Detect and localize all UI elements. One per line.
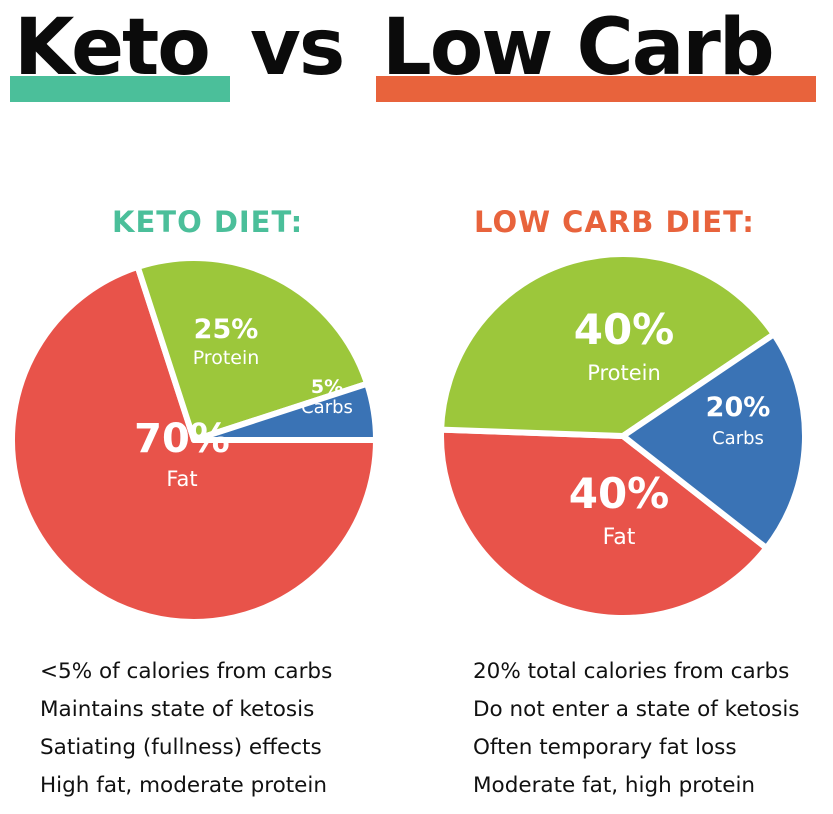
low-carb-note: Do not enter a state of ketosis bbox=[473, 697, 800, 722]
pie-slice-carbs bbox=[620, 331, 808, 552]
slice-value-label: 20% bbox=[706, 392, 771, 423]
title-vs: vs bbox=[250, 3, 345, 93]
pie-slice-protein bbox=[438, 251, 777, 439]
slice-value-label: 40% bbox=[569, 469, 670, 518]
pie-slice-fat bbox=[438, 426, 770, 621]
keto-highlight bbox=[10, 76, 230, 102]
slice-category-label: Carbs bbox=[301, 397, 353, 418]
slice-category-label: Protein bbox=[587, 361, 661, 385]
low-carb-notes: 20% total calories from carbs Do not ent… bbox=[473, 653, 800, 805]
slice-value-label: 40% bbox=[574, 305, 675, 354]
keto-note: <5% of calories from carbs bbox=[40, 659, 333, 684]
low-carb-note: 20% total calories from carbs bbox=[473, 659, 790, 684]
low-carb-note: Often temporary fat loss bbox=[473, 735, 737, 760]
title-banner: Keto vs Low Carb bbox=[0, 0, 833, 110]
slice-value-label: 5% bbox=[311, 376, 343, 398]
slice-value-label: 25% bbox=[194, 314, 259, 345]
keto-note: Maintains state of ketosis bbox=[40, 697, 315, 722]
title-keto: Keto bbox=[14, 3, 211, 93]
keto-notes: <5% of calories from carbs Maintains sta… bbox=[40, 653, 332, 805]
pie-slice-fat bbox=[9, 263, 379, 625]
keto-note: Satiating (fullness) effects bbox=[40, 735, 322, 760]
pie-slice-carbs bbox=[191, 380, 379, 443]
keto-pie-chart: 70% Fat 25%Protein 5%Carbs bbox=[9, 255, 379, 625]
keto-chart-title: KETO DIET: bbox=[112, 205, 304, 239]
low-carb-highlight bbox=[376, 76, 816, 102]
slice-value-label: 70% bbox=[134, 416, 230, 462]
pie-slice-protein bbox=[134, 255, 371, 443]
low-carb-note: Moderate fat, high protein bbox=[473, 773, 756, 798]
keto-note: High fat, moderate protein bbox=[40, 773, 327, 798]
title-low-carb: Low Carb bbox=[382, 3, 775, 93]
slice-category-label: Fat bbox=[166, 467, 197, 491]
low-carb-chart-title: LOW CARB DIET: bbox=[474, 205, 755, 239]
slice-category-label: Carbs bbox=[712, 428, 764, 449]
low-carb-pie-chart: 40% Fat 40% Protein 20% Carbs bbox=[438, 251, 808, 621]
slice-category-label: Protein bbox=[193, 347, 260, 369]
slice-category-label: Fat bbox=[603, 525, 636, 550]
